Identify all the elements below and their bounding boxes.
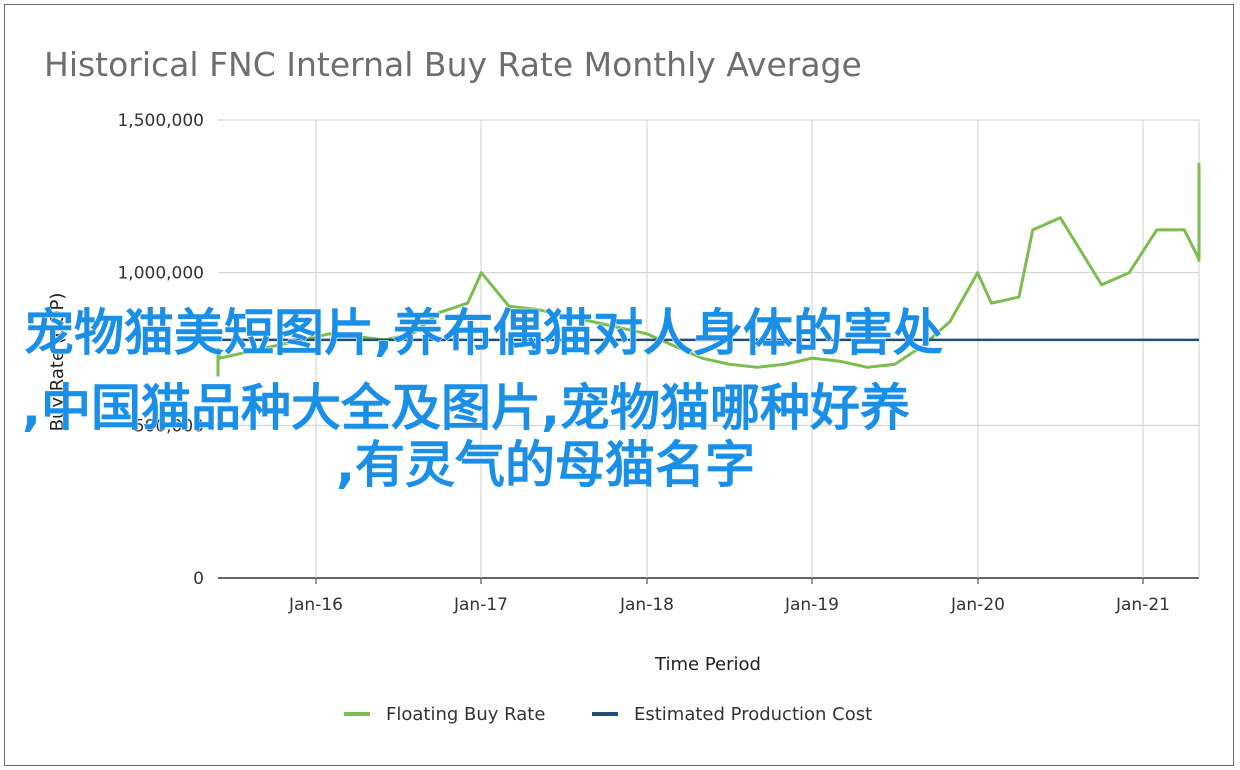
x-tick-label: Jan-16 xyxy=(288,595,343,615)
x-tick-labels: Jan-16 Jan-17 Jan-18 Jan-19 Jan-20 Jan-21 xyxy=(288,578,1170,615)
legend: Floating Buy Rate Estimated Production Co… xyxy=(344,704,872,725)
overlay-line-3: ,有灵气的母猫名字 xyxy=(336,436,755,494)
grid xyxy=(218,119,1200,579)
x-axis-label: Time Period xyxy=(654,654,761,675)
overlay-watermark-text: 宠物猫美短图片,养布偶猫对人身体的害处 ,中国猫品种大全及图片,宠物猫哪种好养 … xyxy=(22,304,944,495)
chart-title: Historical FNC Internal Buy Rate Monthly… xyxy=(44,45,862,84)
series-lines xyxy=(216,162,1201,377)
x-tick-label: Jan-18 xyxy=(619,595,674,615)
legend-label: Floating Buy Rate xyxy=(386,704,545,725)
chart-frame xyxy=(4,4,1234,766)
legend-label: Estimated Production Cost xyxy=(634,704,872,725)
overlay-line-1: 宠物猫美短图片,养布偶猫对人身体的害处 xyxy=(24,304,943,362)
x-tick-label: Jan-17 xyxy=(453,595,508,615)
y-tick-label: 0 xyxy=(193,569,204,589)
overlay-line-2: ,中国猫品种大全及图片,宠物猫哪种好养 xyxy=(22,379,910,437)
y-tick-labels: 0 500,000 1,000,000 1,500,000 xyxy=(117,111,204,589)
x-tick-label: Jan-20 xyxy=(950,595,1005,615)
y-tick-label: 500,000 xyxy=(134,416,204,436)
x-tick-label: Jan-21 xyxy=(1115,595,1170,615)
y-tick-label: 1,000,000 xyxy=(117,264,204,284)
series-floating-buy-rate xyxy=(216,162,1201,377)
y-tick-label: 1,500,000 xyxy=(117,111,204,131)
y-axis-label: Buy Rate (COP) xyxy=(47,293,68,432)
x-tick-label: Jan-19 xyxy=(784,595,839,615)
